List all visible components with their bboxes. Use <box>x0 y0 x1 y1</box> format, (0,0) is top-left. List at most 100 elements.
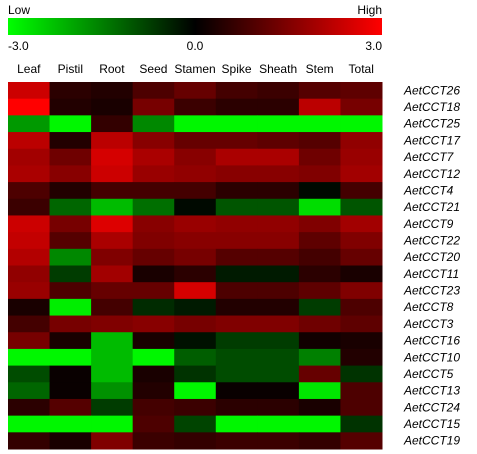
legend-high-label: High <box>357 3 382 17</box>
heatmap-cell <box>49 232 92 250</box>
heatmap-cell <box>91 115 134 133</box>
heatmap-cell <box>8 232 51 250</box>
heatmap-cell <box>174 332 217 350</box>
heatmap-cell <box>132 298 175 317</box>
row-label: AetCCT21 <box>403 200 460 214</box>
heatmap-cell <box>49 432 92 450</box>
heatmap-cell <box>91 82 134 100</box>
heatmap-cell <box>8 182 51 200</box>
heatmap-cell <box>340 282 383 300</box>
heatmap-cell <box>132 348 175 367</box>
heatmap-cell <box>8 365 51 383</box>
heatmap-cell <box>298 398 341 417</box>
heatmap-cell <box>132 282 175 300</box>
heatmap-cell <box>257 248 300 266</box>
heatmap-cell <box>340 298 383 317</box>
heatmap-cell <box>8 415 51 433</box>
row-label: AetCCT11 <box>403 267 459 281</box>
heatmap-cell <box>8 82 51 100</box>
heatmap-cell <box>91 332 134 350</box>
heatmap-cell <box>91 182 134 200</box>
legend-ticks: -3.0 0.0 3.0 <box>8 39 382 53</box>
heatmap-cell <box>49 132 92 150</box>
heatmap-cell <box>340 365 383 383</box>
heatmap-cell <box>49 398 92 417</box>
heatmap-cell <box>8 348 51 367</box>
heatmap-cell <box>215 98 258 116</box>
row-label: AetCCT17 <box>403 133 461 147</box>
heatmap-cell <box>49 315 92 333</box>
heatmap-cell <box>8 165 51 183</box>
heatmap-cell <box>215 215 258 233</box>
heatmap-cell <box>340 315 383 333</box>
column-label: Total <box>349 62 374 76</box>
heatmap-cell <box>340 82 383 100</box>
heatmap-cell <box>257 115 300 133</box>
heatmap-cell <box>49 248 92 266</box>
legend-low-label: Low <box>8 3 30 17</box>
heatmap-cell <box>215 148 258 166</box>
heatmap-cell <box>340 332 383 350</box>
heatmap-cell <box>298 348 341 367</box>
heatmap-cell <box>257 98 300 116</box>
heatmap-cell <box>215 432 258 450</box>
heatmap-cell <box>298 298 341 317</box>
heatmap-cell <box>340 132 383 150</box>
heatmap-cell <box>298 265 341 283</box>
heatmap-cell <box>174 182 217 200</box>
heatmap-cell <box>298 232 341 250</box>
heatmap-cell <box>49 98 92 116</box>
heatmap-cell <box>340 182 383 200</box>
heatmap-cell <box>8 248 51 266</box>
heatmap-cell <box>215 282 258 300</box>
row-label: AetCCT20 <box>403 250 460 264</box>
heatmap-cell <box>340 115 383 133</box>
heatmap-cell <box>91 198 134 216</box>
heatmap-cell <box>132 398 175 417</box>
heatmap-cell <box>91 398 134 417</box>
heatmap-cell <box>215 165 258 183</box>
row-label: AetCCT26 <box>403 83 460 97</box>
heatmap-cell <box>257 198 300 216</box>
heatmap-cell <box>340 198 383 216</box>
heatmap-cell <box>174 265 217 283</box>
heatmap-cell <box>132 332 175 350</box>
heatmap-cell <box>340 232 383 250</box>
column-labels: Leaf Pistil Root Seed Stamen Spike Sheath Stem T… <box>17 62 374 76</box>
heatmap-cell <box>8 98 51 116</box>
heatmap-cell <box>215 115 258 133</box>
heatmap-cell <box>91 365 134 383</box>
heatmap-cell <box>215 348 258 367</box>
heatmap-cell <box>257 148 300 166</box>
heatmap-cell <box>174 198 217 216</box>
row-label: AetCCT4 <box>403 183 454 197</box>
row-label: AetCCT23 <box>403 284 460 298</box>
heatmap-cell <box>257 298 300 317</box>
legend-color-bar <box>8 18 382 35</box>
heatmap-cell <box>49 282 92 300</box>
heatmap-cell <box>298 382 341 400</box>
heatmap-cell <box>91 215 134 233</box>
heatmap-cell <box>174 298 217 317</box>
heatmap-cells <box>8 82 383 450</box>
heatmap-cell <box>215 298 258 317</box>
heatmap-cell <box>49 332 92 350</box>
heatmap-cell <box>215 332 258 350</box>
heatmap-cell <box>174 315 217 333</box>
heatmap-cell <box>340 165 383 183</box>
heatmap-cell <box>257 365 300 383</box>
heatmap-cell <box>8 115 51 133</box>
column-label: Sheath <box>259 62 297 76</box>
heatmap-cell <box>132 365 175 383</box>
heatmap-cell <box>298 215 341 233</box>
heatmap-cell <box>91 232 134 250</box>
heatmap-cell <box>174 382 217 400</box>
heatmap-cell <box>8 398 51 417</box>
heatmap-cell <box>257 132 300 150</box>
heatmap-cell <box>91 348 134 367</box>
heatmap-cell <box>215 365 258 383</box>
heatmap-cell <box>49 215 92 233</box>
heatmap-cell <box>174 398 217 417</box>
heatmap-cell <box>298 248 341 266</box>
heatmap-cell <box>91 265 134 283</box>
